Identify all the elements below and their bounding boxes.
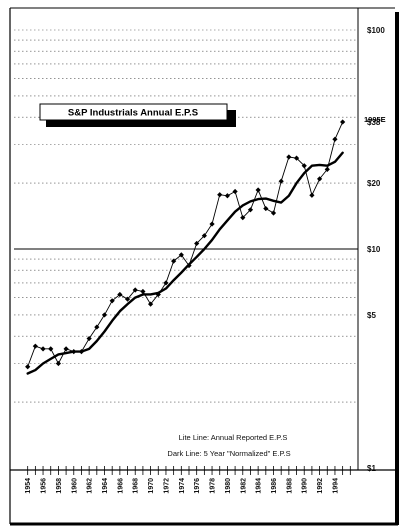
data-point	[40, 346, 46, 352]
x-tick-label: 1980	[225, 478, 232, 494]
x-tick-label: 1976	[194, 478, 201, 494]
data-point	[48, 346, 54, 352]
y-tick-labels: $1 $5 $10 $20 $38 $100	[367, 26, 385, 473]
data-point	[147, 301, 154, 307]
x-tick-label: 1988	[286, 478, 293, 494]
legend-note-dark: Dark Line: 5 Year "Normalized" E.P.S	[167, 449, 290, 458]
data-point	[155, 291, 161, 298]
x-tick-label: 1964	[102, 478, 109, 494]
x-tick-label: 1968	[133, 478, 140, 494]
data-point	[32, 343, 38, 349]
x-tick-label: 1972	[163, 478, 170, 494]
x-tick-label: 1974	[179, 478, 186, 494]
data-point	[94, 324, 100, 330]
data-point	[178, 252, 184, 258]
data-point	[278, 178, 284, 184]
data-point	[117, 291, 123, 298]
data-point	[171, 258, 177, 264]
x-tick-label: 1978	[210, 478, 217, 494]
chart-title-box: S&P Industrials Annual E.P.S	[39, 103, 236, 127]
data-point	[25, 364, 31, 370]
y-tick-label: $38	[367, 118, 381, 127]
data-point	[324, 166, 330, 172]
x-tick-label: 1966	[117, 478, 124, 494]
data-point	[109, 298, 115, 304]
x-tick-label: 1986	[271, 478, 278, 494]
data-point	[101, 312, 108, 318]
data-point	[263, 205, 269, 212]
data-point	[293, 155, 300, 161]
chart-title: S&P Industrials Annual E.P.S	[68, 108, 198, 119]
series-markers	[25, 119, 346, 370]
legend-note-lite: Lite Line: Annual Reported E.P.S	[179, 433, 288, 442]
x-tick-label: 1970	[148, 478, 155, 494]
data-point	[124, 296, 131, 302]
x-tick-label: 1960	[71, 478, 78, 494]
data-point	[194, 240, 200, 247]
data-point	[332, 136, 338, 142]
y-tick-label: $5	[367, 311, 376, 320]
data-point	[255, 187, 261, 193]
x-tick-labels: 1954 1956 1958 1960 1962 1964 1966 1968 1970 1972…	[25, 478, 339, 494]
data-point	[86, 335, 92, 342]
x-tick-label: 1994	[332, 478, 339, 494]
x-tick-label: 1954	[25, 478, 32, 494]
data-point	[232, 188, 238, 195]
data-point	[286, 154, 292, 160]
data-point	[186, 262, 192, 269]
data-point	[301, 163, 307, 169]
data-point	[209, 221, 215, 227]
data-point	[270, 210, 277, 216]
data-point	[55, 360, 62, 367]
x-tick-label: 1982	[240, 478, 247, 494]
data-point	[163, 280, 169, 286]
x-tick-label: 1990	[302, 478, 309, 494]
data-point	[78, 349, 85, 355]
y-tick-label: $20	[367, 179, 381, 188]
y-tick-label: $100	[367, 26, 385, 35]
data-point	[316, 176, 323, 182]
data-point	[140, 288, 146, 295]
data-point	[309, 192, 315, 198]
page-frame	[9, 7, 399, 526]
x-tick-label: 1992	[317, 478, 324, 494]
data-point	[201, 233, 207, 239]
data-point	[247, 207, 254, 213]
x-tick-label: 1958	[56, 478, 63, 494]
data-point	[71, 349, 77, 355]
y-tick-label: $1	[367, 464, 376, 473]
data-point	[63, 346, 69, 352]
title-box	[39, 103, 228, 121]
annotation-1995e: 1995E	[364, 115, 386, 124]
x-tick-label: 1984	[256, 478, 263, 494]
y-tick-label: $10	[367, 245, 381, 254]
data-point	[340, 119, 346, 125]
data-point	[217, 192, 223, 198]
x-tick-label: 1956	[41, 478, 48, 494]
data-point	[224, 193, 231, 199]
x-tick-label: 1962	[87, 478, 94, 494]
data-point	[240, 215, 246, 221]
data-point	[132, 287, 138, 293]
